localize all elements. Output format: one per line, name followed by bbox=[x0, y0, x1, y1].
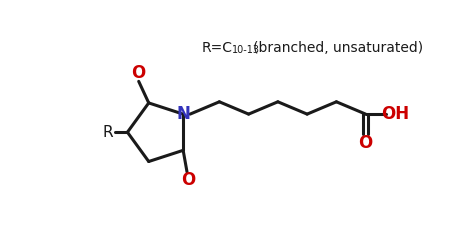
Text: R: R bbox=[103, 125, 113, 140]
Text: OH: OH bbox=[381, 105, 409, 123]
Text: N: N bbox=[176, 105, 190, 123]
Text: O: O bbox=[180, 171, 194, 189]
Text: R=C: R=C bbox=[201, 40, 232, 54]
Text: O: O bbox=[131, 64, 146, 82]
Text: O: O bbox=[358, 134, 372, 151]
Text: 10-13: 10-13 bbox=[232, 45, 260, 55]
Text: (branched, unsaturated): (branched, unsaturated) bbox=[253, 40, 422, 54]
